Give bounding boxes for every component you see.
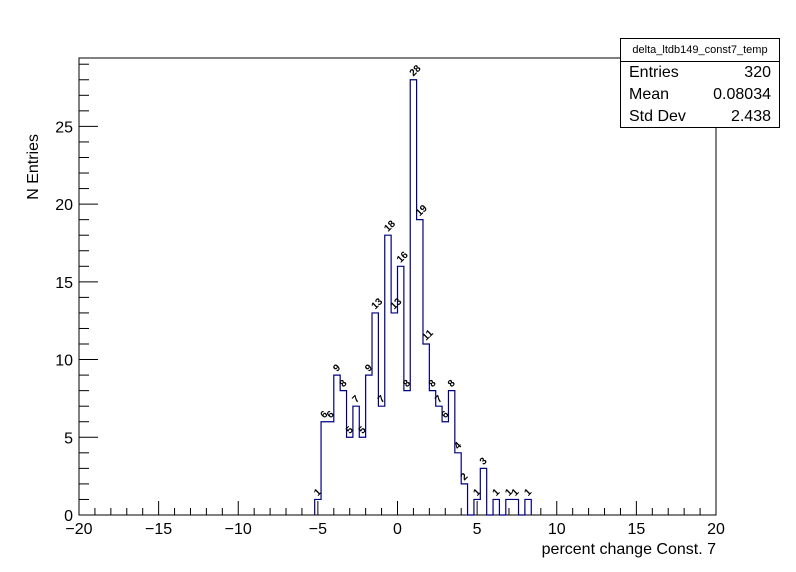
histogram-bin [493,499,499,515]
histogram-bin [372,313,378,515]
histogram-outline [314,79,532,516]
histogram-bin [448,391,454,515]
bin-value-label: 1 [312,487,324,499]
bin-value-label: 18 [382,218,398,234]
histogram-bin [347,437,353,515]
bin-value-label: 13 [370,296,386,312]
bin-value-label: 8 [427,378,439,390]
x-tick-label: 0 [393,521,402,538]
stddev-value: 2.438 [730,108,771,125]
histogram-bin [455,453,461,515]
x-tick-label: −20 [65,521,92,538]
bin-value-label: 9 [363,362,375,374]
bin-value-label: 16 [395,249,411,265]
histogram-bin [366,375,372,515]
mean-label: Mean [629,86,670,103]
y-axis-title: N Entries [25,134,42,200]
stats-row-stddev: Std Dev 2.438 [621,106,779,128]
bin-value-label: 4 [452,440,464,452]
x-tick-label: 10 [548,521,566,538]
mean-value: 0.08034 [713,86,771,103]
bin-value-label: 5 [344,424,356,436]
x-axis-title: percent change Const. 7 [542,541,716,558]
stats-row-mean: Mean 0.08034 [621,84,779,106]
bin-value-label: 5 [357,424,369,436]
bin-value-label: 8 [338,378,350,390]
x-tick-label: 20 [707,521,725,538]
histogram-bin [461,484,467,515]
histogram-bin [525,499,531,515]
bin-value-label: 3 [478,455,490,467]
bin-value-label: 7 [350,393,362,405]
bin-value-label: 28 [408,63,424,79]
bin-value-label: 1 [471,487,483,499]
stats-row-entries: Entries 320 [621,62,779,84]
stddev-label: Std Dev [629,108,686,125]
bin-value-label: 8 [401,378,413,390]
histogram-bin [321,422,327,515]
y-tick-label: 20 [55,197,73,214]
x-tick-label: 15 [627,521,645,538]
histogram-bin [378,406,384,515]
x-tick-label: 5 [473,521,482,538]
x-tick-label: −15 [145,521,172,538]
histogram-bin [359,437,365,515]
y-tick-label: 15 [55,275,73,292]
y-tick-label: 0 [64,508,73,525]
bin-value-label: 1 [491,487,503,499]
histogram-bin [442,422,448,515]
histogram-bin [334,375,340,515]
entries-value: 320 [744,64,771,81]
histogram-bin [404,391,410,515]
bin-value-label: 8 [446,378,458,390]
histogram-bin [327,422,333,515]
histogram-bin [391,313,397,515]
x-tick-label: −10 [225,521,252,538]
bin-value-label: 9 [331,362,343,374]
y-tick-label: 25 [55,119,73,136]
histogram-bin [410,80,416,515]
bin-value-label: 1 [522,487,534,499]
y-tick-label: 10 [55,353,73,370]
stats-title: delta_ltdb149_const7_temp [621,39,779,62]
histogram-bin [429,391,435,515]
histogram-bin [436,406,442,515]
histogram-bin [385,235,391,515]
histogram-bin [512,499,518,515]
histogram-bin [417,220,423,515]
bin-value-label: 7 [376,393,388,405]
histogram-bin [480,468,486,515]
histogram-bin [340,391,346,515]
histogram-bin [353,406,359,515]
stats-box: delta_ltdb149_const7_temp Entries 320 Me… [620,38,780,128]
bin-value-label: 6 [440,409,452,421]
y-tick-label: 5 [64,430,73,447]
bin-value-label: 2 [459,471,471,483]
x-tick-label: −5 [309,521,327,538]
entries-label: Entries [629,64,679,81]
bin-value-label: 7 [433,393,445,405]
histogram-bin [423,344,429,515]
